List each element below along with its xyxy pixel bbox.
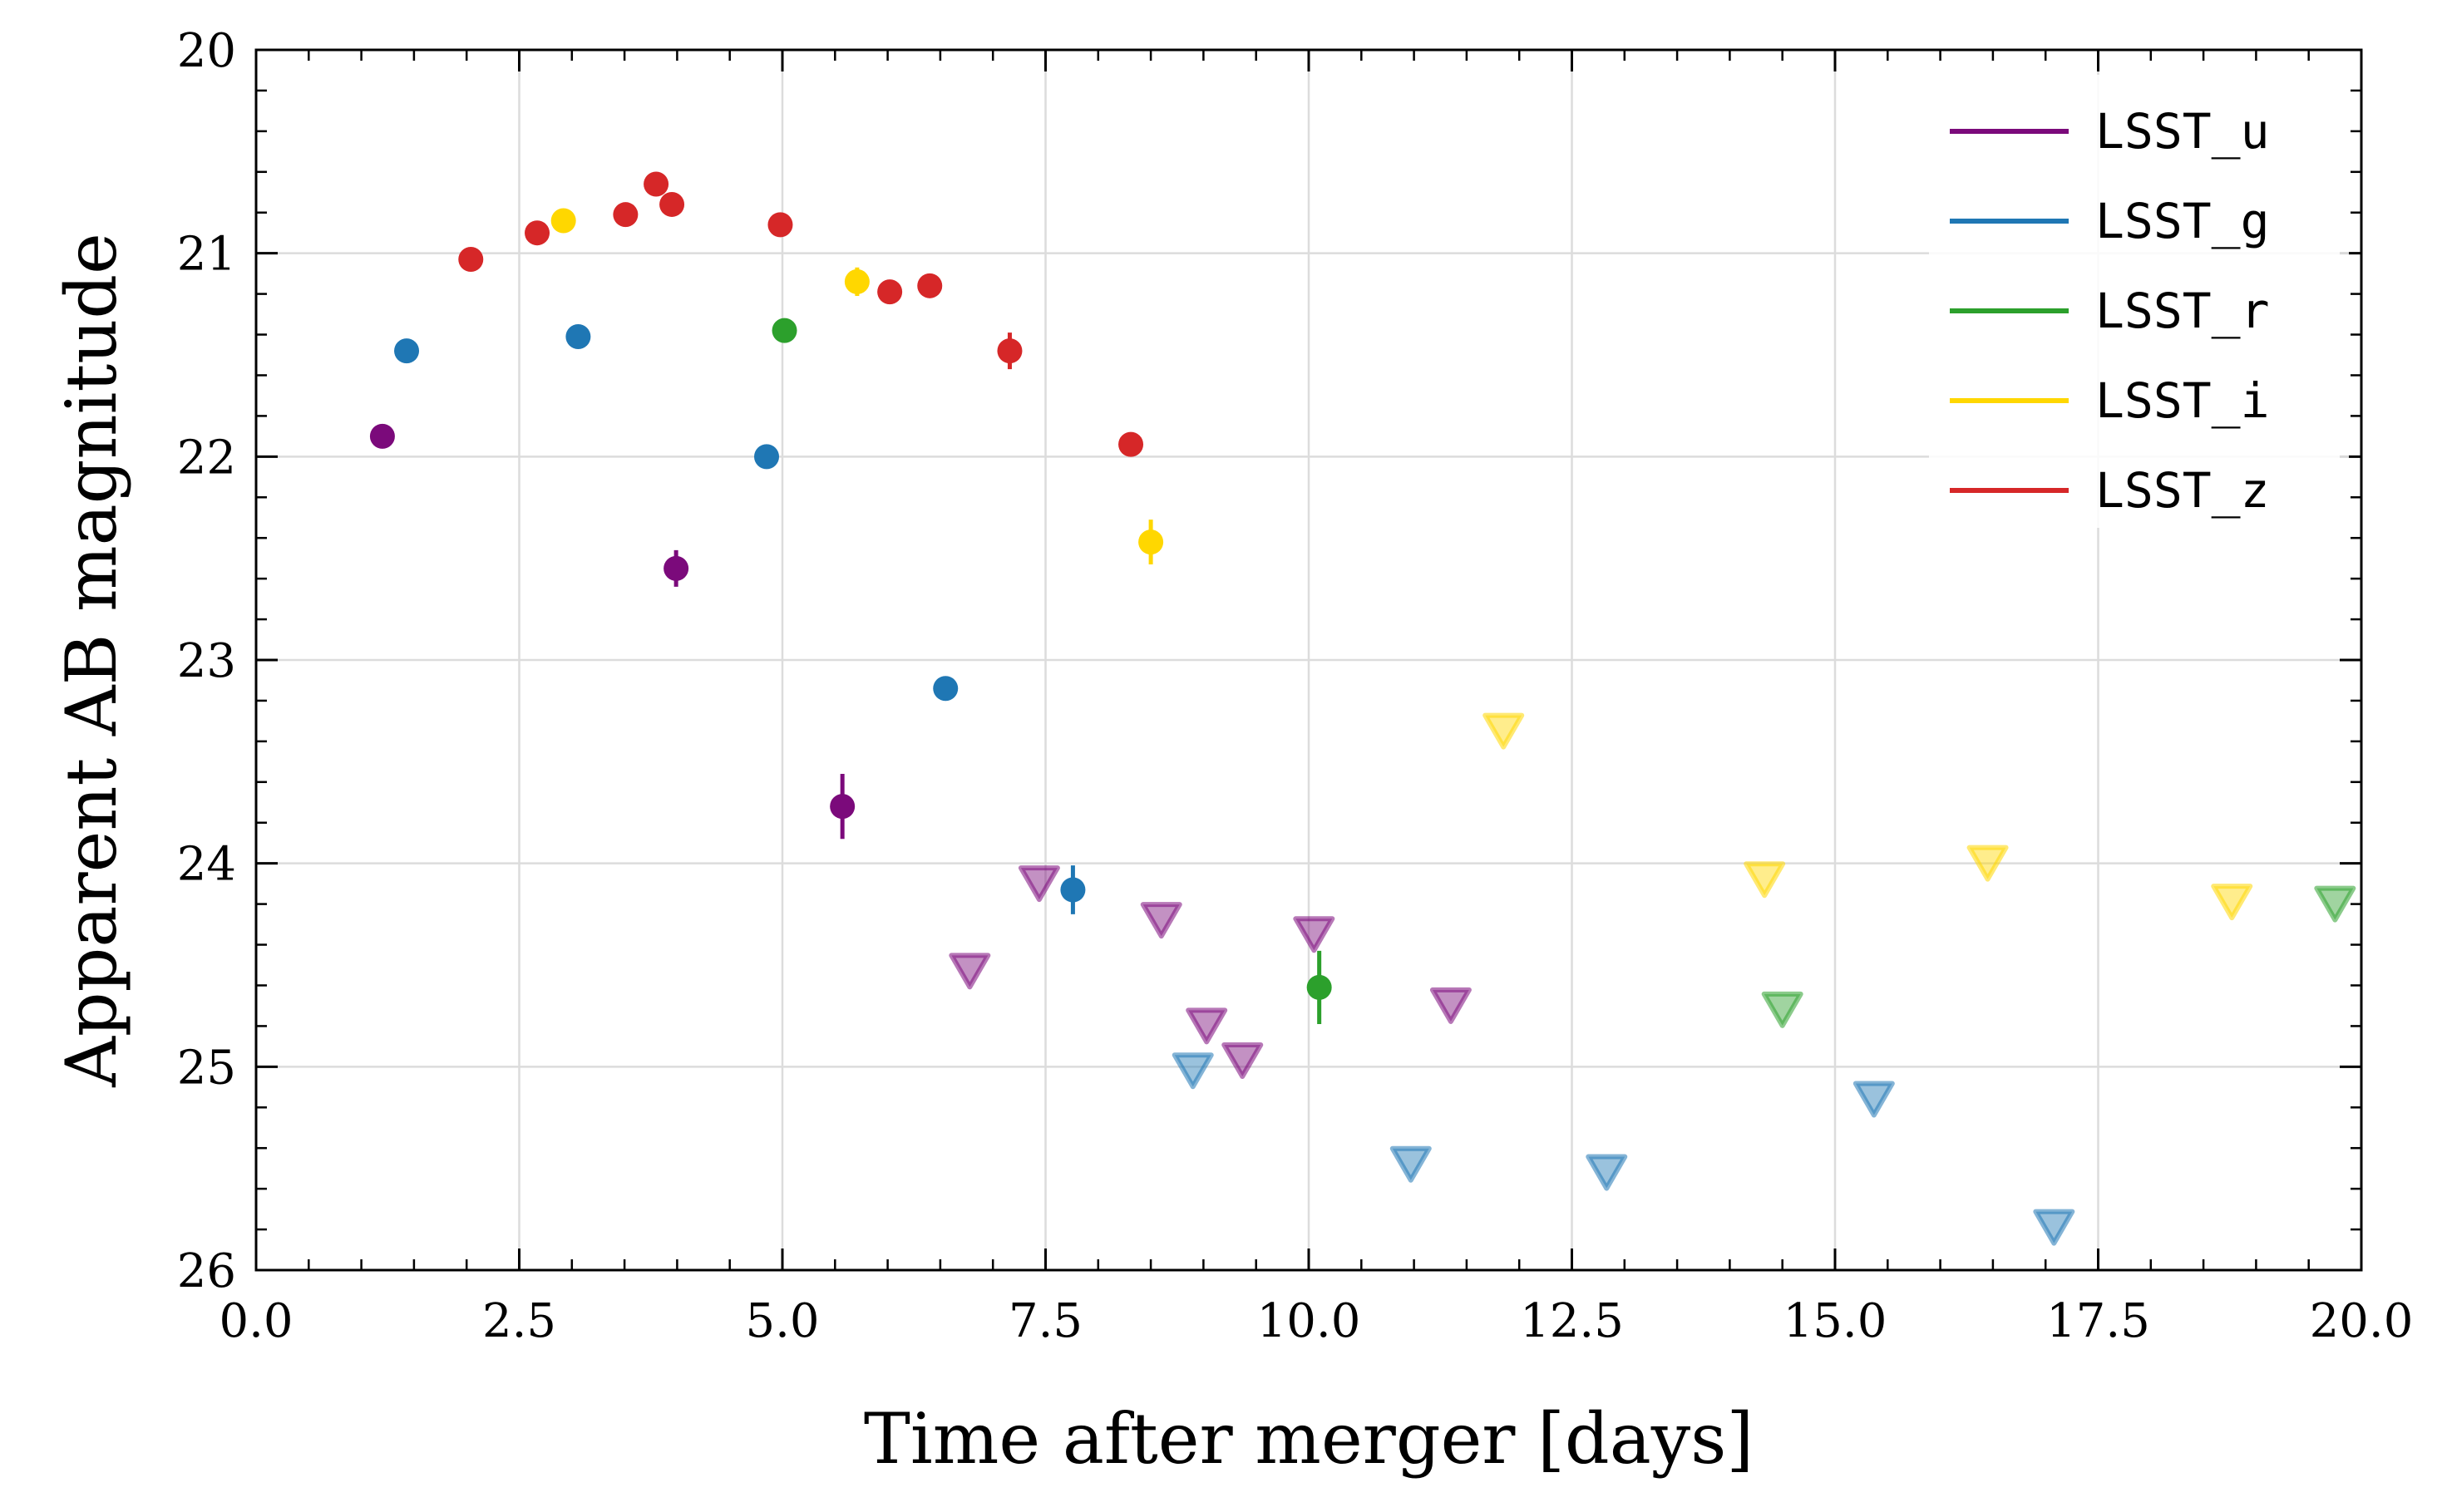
tick-labels: 0.0 2.5 5.0 7.5 10.0 12.5 15.0 17.5 20.0 20 21 22 23…: [177, 24, 2414, 1348]
detection-point: [830, 794, 856, 820]
detection-point: [565, 323, 591, 349]
y-axis-label: Apparent AB magnitude: [51, 233, 132, 1088]
data-marks: [369, 171, 2356, 1246]
series-LSST_u: [369, 423, 1472, 1079]
x-tick-label: 5.0: [745, 1294, 819, 1348]
detection-point: [394, 338, 420, 364]
upper-limit-marker: [1744, 861, 1786, 899]
detection-point: [1060, 877, 1086, 903]
detection-point: [1306, 974, 1332, 1000]
legend-label: LSST_i: [2095, 372, 2270, 429]
detection-point: [754, 444, 780, 470]
upper-limit-marker: [1586, 1154, 1628, 1191]
x-tick-label: 17.5: [2046, 1294, 2150, 1348]
detection-point: [844, 268, 870, 294]
upper-limit-marker: [1221, 1042, 1264, 1079]
upper-limit-marker: [1852, 1081, 1895, 1118]
upper-limit-marker: [1293, 916, 1335, 953]
detection-point: [613, 202, 639, 228]
upper-limit-marker: [1429, 987, 1472, 1024]
upper-limit-marker: [1389, 1145, 1432, 1183]
upper-limit-marker: [1172, 1052, 1214, 1090]
upper-limit-marker: [1761, 991, 1803, 1028]
grid: [256, 50, 2361, 1270]
detection-point: [1118, 431, 1144, 457]
detection-point: [1138, 529, 1164, 555]
legend-label: LSST_u: [2095, 103, 2270, 160]
y-tick-label: 21: [177, 228, 236, 282]
series-LSST_z: [458, 171, 1144, 457]
y-tick-label: 22: [177, 431, 236, 485]
axis-ticks: [254, 48, 2363, 1272]
y-tick-label: 26: [177, 1244, 236, 1298]
x-tick-label: 12.5: [1520, 1294, 1624, 1348]
detection-point: [525, 220, 550, 246]
upper-limit-marker: [2314, 885, 2356, 923]
upper-limit-marker: [1186, 1007, 1228, 1045]
legend-label: LSST_r: [2095, 283, 2270, 339]
x-tick-label: 20.0: [2310, 1294, 2414, 1348]
upper-limit-marker: [2033, 1209, 2075, 1246]
legend-box: [1929, 75, 2349, 528]
detection-point: [550, 208, 576, 234]
upper-limit-marker: [949, 953, 991, 990]
upper-limit-marker: [1966, 845, 2009, 882]
legend-label: LSST_g: [2095, 193, 2270, 249]
y-tick-label: 23: [177, 634, 236, 688]
legend: LSST_u LSST_g LSST_r LSST_i LSST_z: [1929, 75, 2349, 528]
legend-label: LSST_z: [2095, 462, 2270, 519]
upper-limit-marker: [2211, 884, 2253, 921]
detection-point: [997, 338, 1023, 364]
detection-point: [767, 212, 793, 238]
series-LSST_r: [772, 318, 2356, 1028]
detection-point: [877, 279, 903, 305]
y-tick-label: 24: [177, 838, 236, 892]
y-tick-label: 20: [177, 24, 236, 78]
y-tick-label: 25: [177, 1041, 236, 1095]
x-axis-label: Time after merger [days]: [864, 1398, 1754, 1480]
series-LSST_i: [550, 208, 2253, 921]
upper-limit-marker: [1018, 865, 1060, 903]
detection-point: [644, 171, 669, 197]
detection-point: [933, 676, 959, 702]
x-tick-label: 10.0: [1257, 1294, 1361, 1348]
detection-point: [659, 191, 685, 217]
detection-point: [369, 423, 395, 449]
x-tick-label: 7.5: [1009, 1294, 1083, 1348]
x-tick-label: 15.0: [1783, 1294, 1887, 1348]
upper-limit-marker: [1140, 902, 1182, 939]
x-tick-label: 2.5: [482, 1294, 556, 1348]
x-tick-label: 0.0: [219, 1294, 293, 1348]
detection-point: [917, 273, 943, 298]
detection-point: [458, 247, 484, 273]
series-LSST_g: [394, 323, 2075, 1246]
detection-point: [772, 318, 797, 343]
upper-limit-marker: [1482, 712, 1525, 750]
detection-point: [664, 555, 689, 581]
